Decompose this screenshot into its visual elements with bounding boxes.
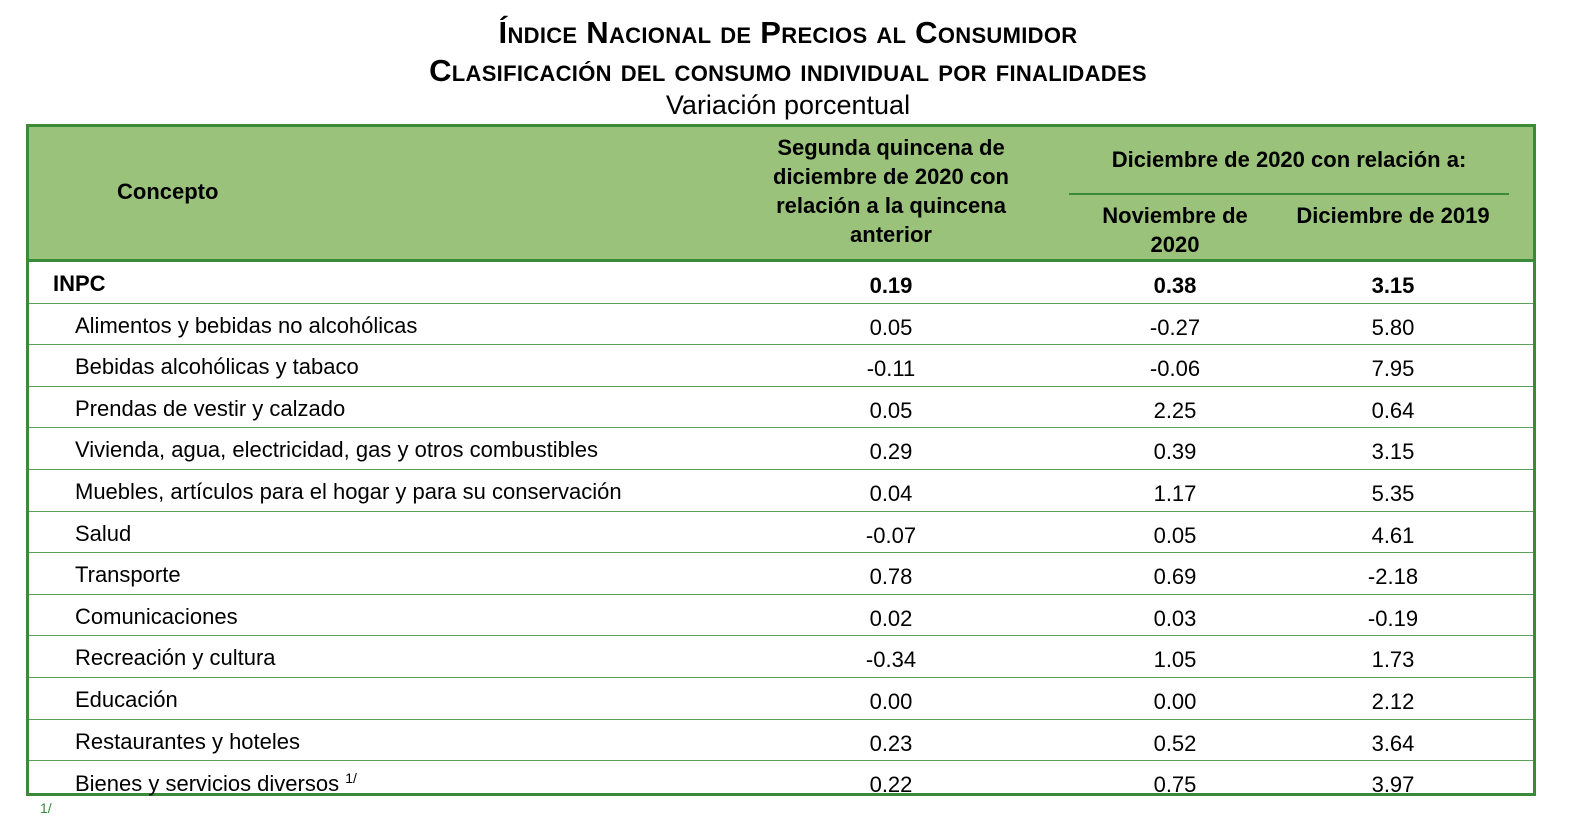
cell-quincena: 0.05 bbox=[869, 314, 913, 340]
cell-diciembre: 3.64 bbox=[1371, 730, 1415, 756]
table-body: INPC 0.19 0.38 3.15 Alimentos y bebidas no a… bbox=[29, 262, 1533, 803]
table-row: Transporte 0.78 0.69 -2.18 bbox=[29, 553, 1533, 595]
cell-concepto: Bienes y servicios diversos 1/ bbox=[75, 770, 357, 797]
cell-noviembre: 0.03 bbox=[1153, 605, 1197, 631]
page-subtitle: Variación porcentual bbox=[665, 90, 911, 120]
cell-concepto: Educación bbox=[75, 686, 178, 712]
header-noviembre-2020: Noviembre de 2020 bbox=[1102, 203, 1248, 257]
inpc-table: Concepto Segunda quincena de diciembre d… bbox=[26, 124, 1536, 797]
table-row: Recreación y cultura -0.34 1.05 1.73 bbox=[29, 636, 1533, 678]
table-row: Vivienda, agua, electricidad, gas y otro… bbox=[29, 428, 1533, 470]
cell-quincena: 0.05 bbox=[869, 397, 913, 423]
cell-quincena: 0.23 bbox=[869, 730, 913, 756]
cell-noviembre: 0.38 bbox=[1153, 273, 1197, 298]
table-row: Muebles, artículos para el hogar y para … bbox=[29, 470, 1533, 512]
table-header: Concepto Segunda quincena de diciembre d… bbox=[29, 127, 1533, 262]
cell-noviembre: 0.69 bbox=[1153, 564, 1197, 590]
cell-quincena: 0.04 bbox=[869, 480, 913, 506]
cell-noviembre: 0.05 bbox=[1153, 522, 1197, 548]
cell-concepto: Salud bbox=[75, 520, 132, 546]
table-row: Restaurantes y hoteles 0.23 0.52 3.64 bbox=[29, 720, 1533, 762]
table-row: Educación 0.00 0.00 2.12 bbox=[29, 678, 1533, 720]
cell-noviembre: -0.27 bbox=[1149, 314, 1201, 340]
cell-diciembre: 4.61 bbox=[1371, 522, 1415, 548]
cell-diciembre: 5.80 bbox=[1371, 314, 1415, 340]
cell-quincena: -0.07 bbox=[865, 522, 917, 548]
cell-diciembre: 3.15 bbox=[1371, 439, 1415, 465]
cell-quincena: 0.78 bbox=[869, 564, 913, 590]
cell-concepto: Recreación y cultura bbox=[75, 645, 276, 671]
cell-concepto: Prendas de vestir y calzado bbox=[75, 395, 346, 421]
cell-noviembre: -0.06 bbox=[1149, 356, 1201, 382]
title-block: Índice Nacional de Precios al Consumidor… bbox=[0, 14, 1576, 120]
table-row: Prendas de vestir y calzado 0.05 2.25 0.64 bbox=[29, 387, 1533, 429]
cell-quincena: 0.00 bbox=[869, 688, 913, 714]
cell-noviembre: 2.25 bbox=[1153, 397, 1197, 423]
table-row: INPC 0.19 0.38 3.15 bbox=[29, 262, 1533, 304]
cell-concepto: Bebidas alcohólicas y tabaco bbox=[75, 354, 359, 380]
table-row: Bienes y servicios diversos 1/0.22 0.75 3.… bbox=[29, 761, 1533, 803]
cell-noviembre: 0.75 bbox=[1153, 772, 1197, 798]
header-quincena: Segunda quincena de diciembre de 2020 co… bbox=[773, 135, 1009, 247]
cell-diciembre: -0.19 bbox=[1367, 605, 1419, 631]
table-row: Alimentos y bebidas no alcohólicas 0.05 -0… bbox=[29, 304, 1533, 346]
header-group-diciembre-2020: Diciembre de 2020 con relación a: bbox=[1111, 147, 1467, 172]
header-concepto: Concepto bbox=[117, 179, 219, 204]
page-title: Índice Nacional de Precios al Consumidor bbox=[498, 15, 1078, 50]
cell-concepto: INPC bbox=[53, 271, 106, 296]
cell-concepto: Muebles, artículos para el hogar y para … bbox=[75, 478, 622, 504]
cell-quincena: -0.11 bbox=[866, 356, 916, 382]
cell-quincena: 0.02 bbox=[869, 605, 913, 631]
header-group-divider bbox=[1069, 193, 1509, 195]
footnote-ref: 1/ bbox=[345, 770, 357, 787]
cell-concepto: Alimentos y bebidas no alcohólicas bbox=[75, 312, 418, 338]
cell-diciembre: -2.18 bbox=[1367, 564, 1419, 590]
cell-quincena: 0.29 bbox=[869, 439, 913, 465]
cell-concepto: Vivienda, agua, electricidad, gas y otro… bbox=[75, 437, 598, 463]
cell-diciembre: 0.64 bbox=[1371, 397, 1415, 423]
cell-diciembre: 5.35 bbox=[1371, 480, 1415, 506]
cell-diciembre: 2.12 bbox=[1371, 688, 1415, 714]
page-title-line-2: Clasificación del consumo individual por… bbox=[429, 53, 1147, 88]
cell-diciembre: 7.95 bbox=[1371, 356, 1415, 382]
cell-diciembre: 3.15 bbox=[1371, 273, 1415, 298]
header-diciembre-2019: Diciembre de 2019 bbox=[1296, 203, 1490, 228]
cell-noviembre: 0.52 bbox=[1153, 730, 1197, 756]
cell-concepto: Restaurantes y hoteles bbox=[75, 728, 301, 754]
cell-concepto: Comunicaciones bbox=[75, 603, 238, 629]
table-row: Bebidas alcohólicas y tabaco -0.11 -0.06 7.… bbox=[29, 345, 1533, 387]
cell-noviembre: 1.17 bbox=[1153, 480, 1197, 506]
table-row: Comunicaciones 0.02 0.03 -0.19 bbox=[29, 595, 1533, 637]
cell-diciembre: 3.97 bbox=[1371, 772, 1415, 798]
cell-quincena: 0.22 bbox=[869, 772, 913, 798]
cell-noviembre: 0.39 bbox=[1153, 439, 1197, 465]
table-row: Salud -0.07 0.05 4.61 bbox=[29, 512, 1533, 554]
cell-quincena: 0.19 bbox=[869, 273, 913, 298]
footnote-mark: 1/ bbox=[40, 800, 52, 816]
cell-diciembre: 1.73 bbox=[1371, 647, 1415, 673]
cell-noviembre: 0.00 bbox=[1153, 688, 1197, 714]
cell-noviembre: 1.05 bbox=[1153, 647, 1197, 673]
cell-quincena: -0.34 bbox=[865, 647, 917, 673]
cell-concepto: Transporte bbox=[75, 562, 181, 588]
